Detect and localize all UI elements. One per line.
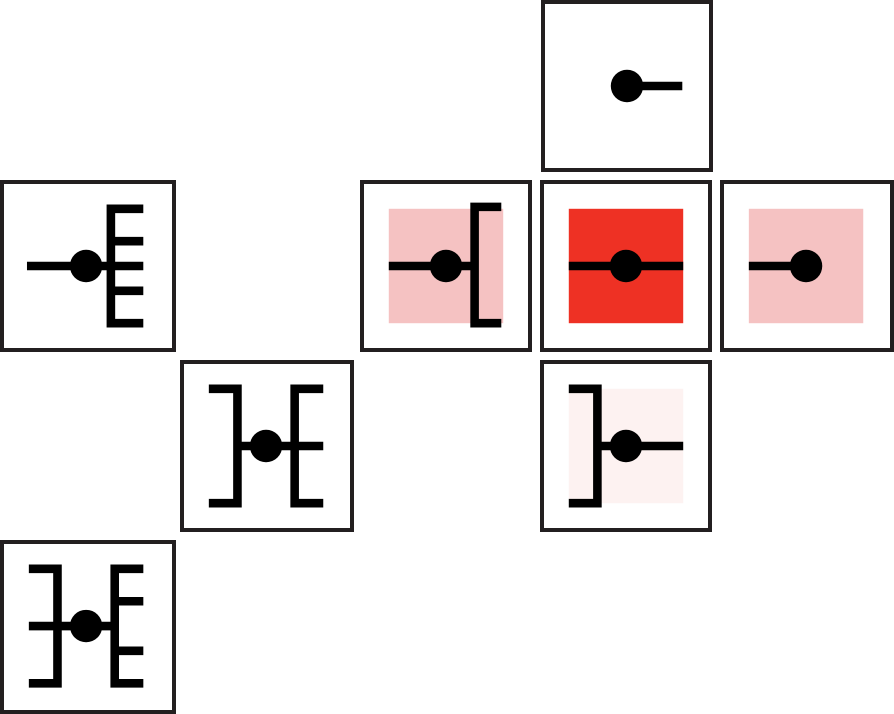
double-bracket-dot-e-bracket-glyph (28, 564, 144, 688)
tile-top (541, 0, 713, 172)
stub-dot-e-bracket-glyph (26, 204, 144, 328)
tile-left-c (0, 540, 176, 714)
bracket-dot-e-bracket-glyph (208, 384, 324, 508)
tile-left-a (0, 180, 176, 352)
tile-center (540, 180, 712, 352)
stub-dot-glyph (748, 208, 864, 324)
through-line-dot-glyph (568, 208, 684, 324)
tile-below (540, 360, 712, 532)
tile-right (720, 180, 894, 352)
bracket-dot-stub-glyph (568, 384, 684, 508)
dot-with-right-stub-glyph (610, 69, 683, 103)
stub-dot-bracket-glyph (388, 202, 504, 328)
tile-mid-left (360, 180, 532, 352)
tile-left-b (180, 360, 354, 532)
